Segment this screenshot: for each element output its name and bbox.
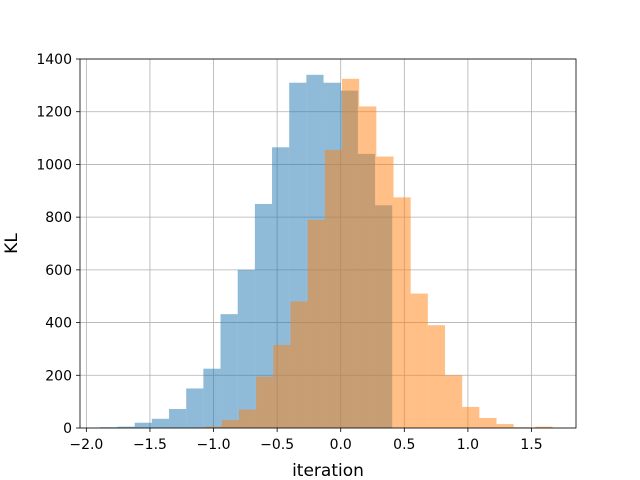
- y-tick-label: 1000: [36, 157, 72, 173]
- x-tick-label: 0.0: [330, 437, 352, 453]
- axis-ticks: −2.0 −1.5 −1.0 −0.5 0.0 0.5 1.0 1.5 0 200 400 600 80…: [36, 52, 542, 453]
- histogram-bar: [393, 197, 411, 428]
- histogram-bar: [169, 409, 187, 428]
- histogram-bar: [256, 376, 274, 428]
- histogram-bar: [359, 106, 377, 428]
- y-tick-label: 1200: [36, 105, 72, 121]
- histogram-bar: [220, 314, 238, 428]
- histogram-bar: [376, 156, 394, 428]
- histogram-bar: [204, 426, 222, 428]
- x-tick-label: 1.5: [520, 437, 542, 453]
- y-tick-label: 0: [63, 421, 72, 437]
- histogram-bar: [479, 417, 497, 428]
- y-tick-label: 1400: [36, 52, 72, 68]
- histogram-bar: [203, 368, 221, 428]
- histogram-bar: [151, 418, 170, 428]
- histogram-bar: [186, 388, 204, 428]
- x-tick-label: 1.0: [457, 437, 479, 453]
- x-tick-label: −1.0: [197, 437, 231, 453]
- histogram-bar: [445, 375, 463, 428]
- plot-frame: [79, 58, 577, 429]
- y-tick-label: 600: [45, 263, 72, 279]
- histogram-bar: [307, 219, 325, 428]
- histogram-bar: [221, 420, 239, 428]
- y-axis-label: KL: [2, 233, 22, 254]
- histogram-bar: [237, 269, 255, 428]
- histogram-bar: [117, 426, 135, 428]
- x-tick-label: −2.0: [69, 437, 103, 453]
- histogram-bar: [341, 78, 360, 429]
- histogram-bar: [290, 301, 308, 428]
- y-tick-label: 400: [45, 316, 72, 332]
- y-tick-label: 200: [45, 368, 72, 384]
- x-tick-label: −1.5: [133, 437, 167, 453]
- x-axis-label: iteration: [292, 461, 364, 480]
- x-tick-label: −0.5: [260, 437, 294, 453]
- histogram-bar: [462, 406, 480, 428]
- histogram-bar: [254, 203, 273, 428]
- histogram-bar: [410, 293, 428, 428]
- histogram-bar: [496, 424, 514, 428]
- histogram-bar: [427, 325, 446, 428]
- x-tick-label: 0.5: [393, 437, 415, 453]
- histogram-bar: [324, 149, 342, 429]
- y-tick-label: 800: [45, 210, 72, 226]
- histogram-bar: [273, 344, 291, 428]
- histogram-bars: [100, 74, 553, 429]
- histogram-bar: [535, 426, 553, 428]
- histogram-bar: [134, 422, 152, 428]
- histogram-bar: [238, 409, 257, 428]
